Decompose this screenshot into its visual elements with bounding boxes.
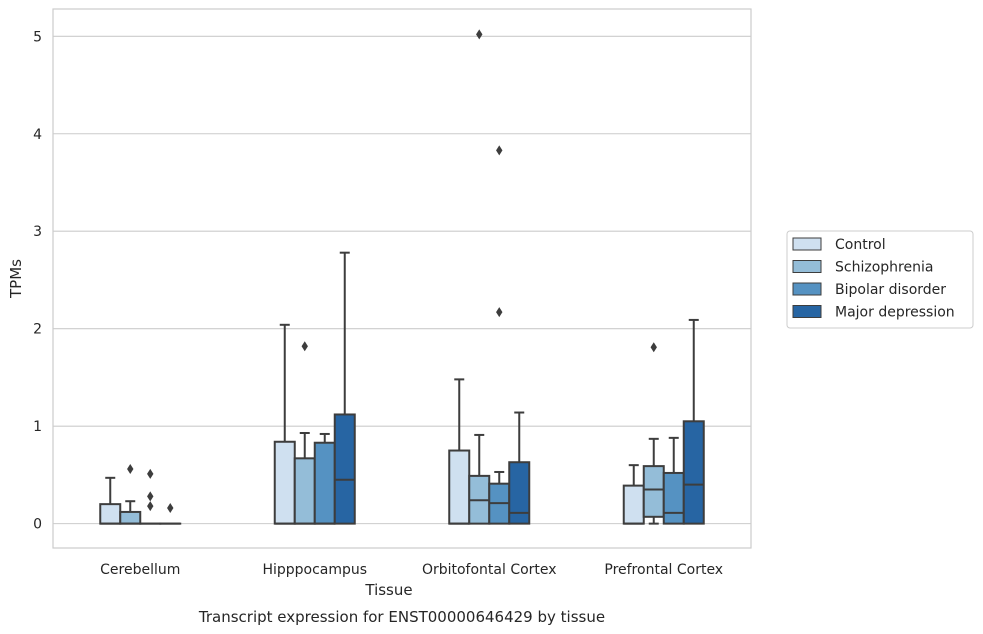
box-body [642, 465, 665, 518]
y-tick-label: 0 [33, 517, 42, 533]
y-tick-label: 5 [33, 29, 42, 45]
outlier-point [301, 341, 308, 352]
box-body [99, 503, 122, 525]
legend-frame [786, 230, 974, 329]
box-hipppocampus-control [273, 323, 296, 525]
legend-swatch-schizophrenia [792, 260, 822, 273]
outlier-point [167, 503, 174, 514]
x-tick-label-prefrontal-cortex: Prefrontal Cortex [604, 562, 723, 578]
legend-label-major-depression: Major depression [835, 305, 955, 321]
y-axis-ticks: 0 1 2 3 4 5 [33, 29, 42, 532]
box-body [119, 510, 142, 525]
x-tick-label-cerebellum: Cerebellum [100, 562, 180, 578]
x-tick-label-hipppocampus: Hipppocampus [262, 562, 367, 578]
grid-lines [53, 35, 751, 525]
chart-caption: Transcript expression for ENST0000064642… [198, 608, 605, 626]
box-body [273, 440, 296, 525]
outlier-point [496, 307, 503, 318]
box-orbitofontal-cortex-control [448, 378, 471, 525]
plot-frame [52, 8, 752, 549]
box-body [293, 457, 316, 525]
box-cerebellum-control [99, 476, 122, 525]
box-body [662, 471, 685, 525]
box-body [622, 484, 645, 525]
x-tick-label-orbitofontal-cortex: Orbitofontal Cortex [422, 562, 557, 578]
legend: Control Schizophrenia Bipolar disorder Majo… [786, 230, 974, 329]
y-tick-label: 3 [33, 224, 42, 240]
legend-label-schizophrenia: Schizophrenia [835, 260, 933, 276]
box-hipppocampus-schizophrenia [293, 341, 316, 525]
x-axis-ticks: Cerebellum Hipppocampus Orbitofontal Corte… [100, 562, 723, 578]
box-orbitofontal-cortex-bipolar-disorder [488, 145, 511, 525]
box-body [448, 449, 471, 525]
legend-swatch-major-depression [792, 305, 822, 318]
box-cerebellum-bipolar-disorder [139, 468, 162, 525]
outlier-point [147, 468, 154, 479]
box-hipppocampus-bipolar-disorder [313, 432, 336, 525]
outlier-point [147, 501, 154, 512]
box-orbitofontal-cortex-major-depression [508, 411, 531, 525]
y-tick-label: 2 [33, 322, 42, 338]
legend-swatch-control [792, 237, 822, 251]
x-axis-label: Tissue [364, 581, 412, 599]
legend-label-control: Control [835, 237, 886, 253]
box-orbitofontal-cortex-schizophrenia [468, 29, 491, 525]
box-prefrontal-cortex-schizophrenia [642, 342, 665, 525]
outlier-point [476, 29, 483, 40]
y-tick-label: 1 [33, 419, 42, 435]
box-body [313, 441, 336, 525]
box-cerebellum-schizophrenia [119, 464, 142, 525]
legend-label-bipolar-disorder: Bipolar disorder [835, 282, 946, 298]
box-body [333, 413, 356, 525]
box-body [508, 461, 531, 525]
box-body [682, 420, 705, 525]
box-prefrontal-cortex-bipolar-disorder [662, 436, 685, 525]
legend-swatch-bipolar-disorder [792, 282, 822, 296]
outlier-point [127, 464, 134, 475]
outlier-point [147, 491, 154, 502]
y-axis-label: TPMs [7, 259, 25, 299]
box-hipppocampus-major-depression [333, 251, 356, 525]
box-prefrontal-cortex-major-depression [682, 318, 705, 525]
outlier-point [496, 145, 503, 156]
box-prefrontal-cortex-control [622, 464, 645, 525]
outlier-point [650, 342, 657, 353]
box-groups [99, 29, 705, 525]
box-cerebellum-major-depression [159, 503, 182, 525]
y-tick-label: 4 [33, 127, 42, 143]
